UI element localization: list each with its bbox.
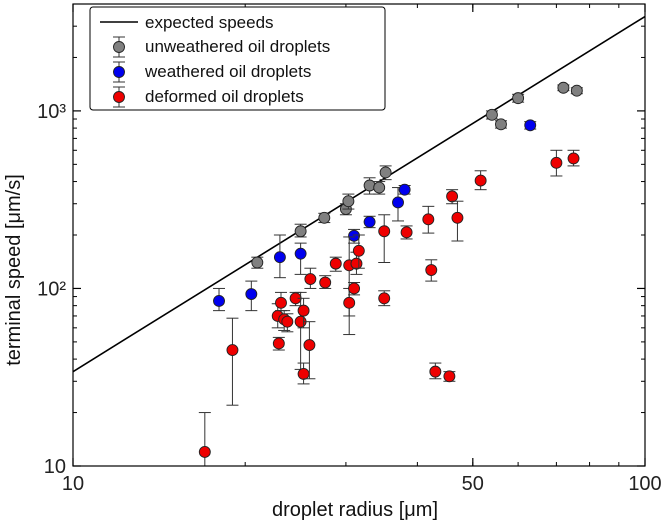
legend-box: [89, 6, 386, 111]
deformed-point: [348, 282, 361, 295]
deformed-point: [297, 367, 310, 380]
unweathered-point: [318, 211, 331, 224]
deformed-point: [304, 273, 317, 285]
deformed-point: [350, 257, 363, 270]
x-tick-label: 10: [62, 473, 84, 495]
plot-area: [73, 15, 645, 467]
x-tick-label: 100: [628, 473, 661, 495]
y-tick-label: 10³: [37, 101, 66, 123]
unweathered-point: [342, 195, 355, 208]
legend-label-expected: expected speeds: [145, 13, 274, 32]
deformed-point: [343, 296, 356, 309]
legend: expected speeds unweathered oil droplets…: [89, 6, 386, 111]
unweathered-point: [251, 256, 264, 269]
weathered-point: [213, 295, 225, 307]
deformed-point: [303, 339, 316, 351]
deformed-point: [281, 315, 294, 328]
legend-marker-deformed: [113, 91, 125, 103]
legend-marker-weathered: [113, 66, 125, 78]
unweathered-point: [373, 181, 386, 194]
legend-marker-unweathered: [113, 41, 125, 53]
unweathered-point: [512, 92, 525, 105]
y-axis-label: terminal speed [μm/s]: [3, 174, 25, 366]
deformed-point: [567, 152, 580, 165]
legend-label-weathered: weathered oil droplets: [144, 62, 311, 81]
deformed-point: [451, 211, 464, 224]
weathered-point: [363, 215, 376, 228]
weathered-point: [294, 247, 307, 260]
unweathered-point: [570, 84, 583, 97]
weathered-point: [273, 251, 286, 264]
unweathered-point: [557, 81, 570, 94]
deformed-point: [352, 244, 365, 257]
legend-label-deformed: deformed oil droplets: [145, 87, 304, 106]
deformed-point: [226, 344, 239, 356]
deformed-point: [275, 296, 287, 309]
series-deformed: [198, 149, 580, 467]
weathered-point: [245, 288, 258, 300]
deformed-point: [425, 264, 438, 276]
series-weathered: [213, 119, 537, 312]
weathered-point: [348, 229, 361, 242]
deformed-point: [297, 304, 310, 317]
y-tick-label: 10: [44, 456, 66, 478]
unweathered-point: [495, 118, 507, 131]
x-tick-label: 50: [462, 473, 484, 495]
legend-markers: [113, 36, 125, 108]
y-tick-label: 10²: [37, 278, 66, 300]
deformed-point: [429, 365, 442, 378]
deformed-point: [474, 174, 487, 187]
unweathered-point: [379, 166, 392, 179]
deformed-point: [422, 213, 435, 226]
weathered-point: [398, 183, 411, 196]
legend-label-unweathered: unweathered oil droplets: [145, 37, 330, 56]
expected-speeds-line: [73, 15, 645, 373]
weathered-point: [392, 196, 404, 209]
deformed-point: [378, 292, 391, 305]
axis-ticks: 10 50 100 10 10² 10³: [37, 3, 662, 495]
unweathered-point: [294, 225, 307, 238]
deformed-point: [198, 445, 211, 458]
weathered-point: [524, 119, 537, 132]
x-axis-label: droplet radius [μm]: [272, 499, 438, 521]
deformed-point: [550, 156, 563, 169]
unweathered-point: [485, 108, 498, 121]
deformed-point: [443, 370, 456, 383]
deformed-point: [319, 276, 332, 289]
deformed-point: [378, 225, 391, 238]
deformed-point: [329, 257, 342, 270]
deformed-point: [446, 190, 459, 203]
deformed-point: [400, 226, 413, 239]
deformed-point: [272, 337, 285, 350]
series-unweathered: [251, 81, 583, 269]
